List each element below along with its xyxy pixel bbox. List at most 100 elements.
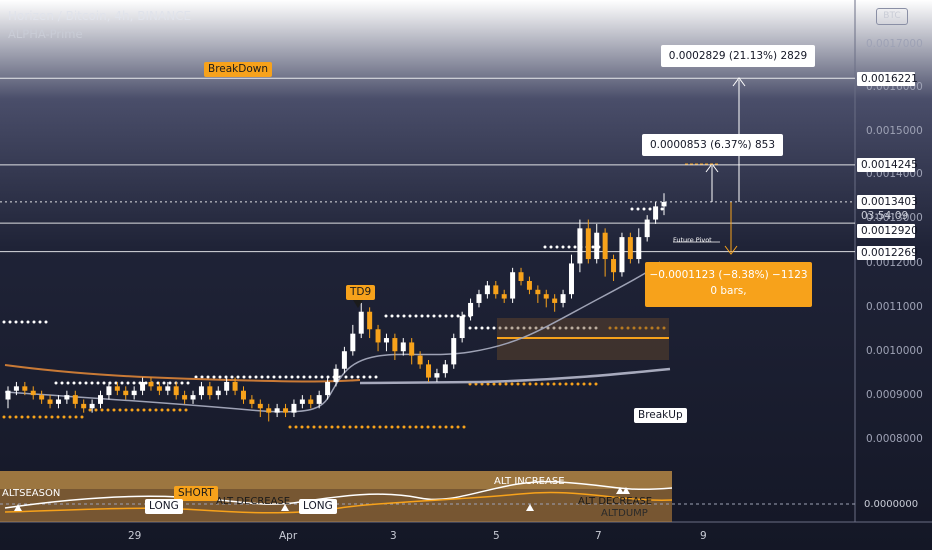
breakdown-tag: BreakDown: [204, 62, 273, 77]
pivot-dot: [438, 314, 442, 318]
candle-body: [333, 368, 339, 382]
pivot-dot: [420, 425, 424, 429]
pivot-dot: [14, 320, 18, 324]
pivot-dot: [288, 425, 292, 429]
price-tag-level-3[interactable]: 0.0012920: [857, 224, 918, 238]
pivot-dot: [302, 375, 306, 379]
pivot-dot: [130, 408, 134, 412]
pivot-dot: [650, 326, 654, 330]
price-tag-level-1[interactable]: 0.0016221: [857, 72, 918, 86]
pivot-dot: [480, 382, 484, 386]
pivot-dot: [561, 245, 565, 249]
measure-callout-small[interactable]: 0.0000853 (6.37%) 853: [642, 134, 783, 156]
candle-body: [653, 206, 659, 220]
candle-body: [106, 386, 112, 396]
pivot-dot: [426, 314, 430, 318]
candle-body: [308, 399, 314, 404]
candle-body: [560, 294, 566, 303]
candle-body: [400, 342, 406, 352]
price-axis-label: 0.0010000: [866, 345, 923, 357]
price-axis-label: 0.0015000: [866, 125, 923, 137]
candle-body: [198, 386, 204, 396]
pivot-dot: [588, 382, 592, 386]
candle-body: [476, 294, 482, 303]
measure-callout-large[interactable]: 0.0002829 (21.13%) 2829: [661, 45, 815, 67]
indicator-name[interactable]: ALPHA-Prime: [8, 27, 83, 41]
pivot-dot: [402, 425, 406, 429]
pivot-dot: [510, 382, 514, 386]
pivot-dot: [662, 326, 666, 330]
pivot-dot: [414, 314, 418, 318]
pivot-dot: [450, 314, 454, 318]
pivot-dot: [558, 326, 562, 330]
pivot-dot: [630, 207, 634, 211]
candle-body: [299, 399, 305, 404]
candle-body: [434, 373, 440, 378]
candle-body: [123, 390, 129, 396]
pivot-dot: [118, 408, 122, 412]
price-axis-label: 0.0008000: [866, 433, 923, 445]
pivot-dot: [206, 375, 210, 379]
pivot-dot: [314, 375, 318, 379]
pivot-dot: [200, 375, 204, 379]
pivot-dot: [56, 415, 60, 419]
pivot-dot: [142, 408, 146, 412]
currency-badge[interactable]: BTC: [876, 8, 908, 25]
long-signal-tag: LONG: [145, 499, 183, 514]
pivot-dot: [642, 207, 646, 211]
pivot-dot: [72, 381, 76, 385]
pivot-dot: [498, 326, 502, 330]
long-signal-tag: LONG: [299, 499, 337, 514]
pivot-dot: [588, 326, 592, 330]
pivot-dot: [492, 382, 496, 386]
pivot-dot: [38, 320, 42, 324]
alt-dump-label: ALTDUMP: [601, 508, 648, 519]
pivot-dot: [318, 425, 322, 429]
pivot-dot: [320, 375, 324, 379]
measure-down-value: −0.0001123 (−8.38%) −1123: [649, 269, 808, 281]
pivot-dot: [614, 326, 618, 330]
price-tag-current[interactable]: 0.0013403: [857, 195, 918, 209]
pivot-dot: [644, 326, 648, 330]
measure-callout-down[interactable]: −0.0001123 (−8.38%) −1123 0 bars,: [645, 262, 812, 307]
alt-decrease-label: ALT DECREASE: [216, 496, 291, 507]
pivot-dot: [570, 326, 574, 330]
candle-body: [611, 259, 617, 273]
pivot-dot: [136, 408, 140, 412]
pivot-dot: [576, 382, 580, 386]
candle-body: [89, 403, 95, 409]
pivot-dot: [594, 326, 598, 330]
pivot-dot: [230, 375, 234, 379]
time-axis-label: 5: [493, 530, 500, 542]
pivot-dot: [573, 245, 577, 249]
pivot-dot: [534, 326, 538, 330]
candle-body: [619, 237, 625, 273]
pivot-dot: [528, 382, 532, 386]
pivot-dot: [62, 415, 66, 419]
pivot-dot: [54, 381, 58, 385]
pivot-dot: [504, 326, 508, 330]
candle-body: [266, 408, 272, 413]
bar-countdown: 03:54:09: [861, 210, 909, 222]
pivot-dot: [284, 375, 288, 379]
pivot-dot: [26, 415, 30, 419]
pivot-dot: [555, 245, 559, 249]
pivot-dot: [636, 207, 640, 211]
pivot-dot: [60, 381, 64, 385]
candle-body: [484, 285, 490, 295]
pivot-dot: [402, 314, 406, 318]
candle-body: [518, 272, 524, 281]
price-tag-level-2[interactable]: 0.0014245: [857, 158, 918, 172]
pivot-dot: [32, 320, 36, 324]
pivot-dot: [414, 425, 418, 429]
oscillator-marker-icon: [616, 487, 624, 494]
time-axis-label: 29: [128, 530, 142, 542]
pivot-dot: [2, 320, 6, 324]
pivot-dot: [632, 326, 636, 330]
pivot-dot: [474, 326, 478, 330]
pivot-dot: [522, 382, 526, 386]
pivot-dot: [528, 326, 532, 330]
price-tag-level-4[interactable]: 0.0012269: [857, 246, 918, 260]
pivot-dot: [148, 408, 152, 412]
